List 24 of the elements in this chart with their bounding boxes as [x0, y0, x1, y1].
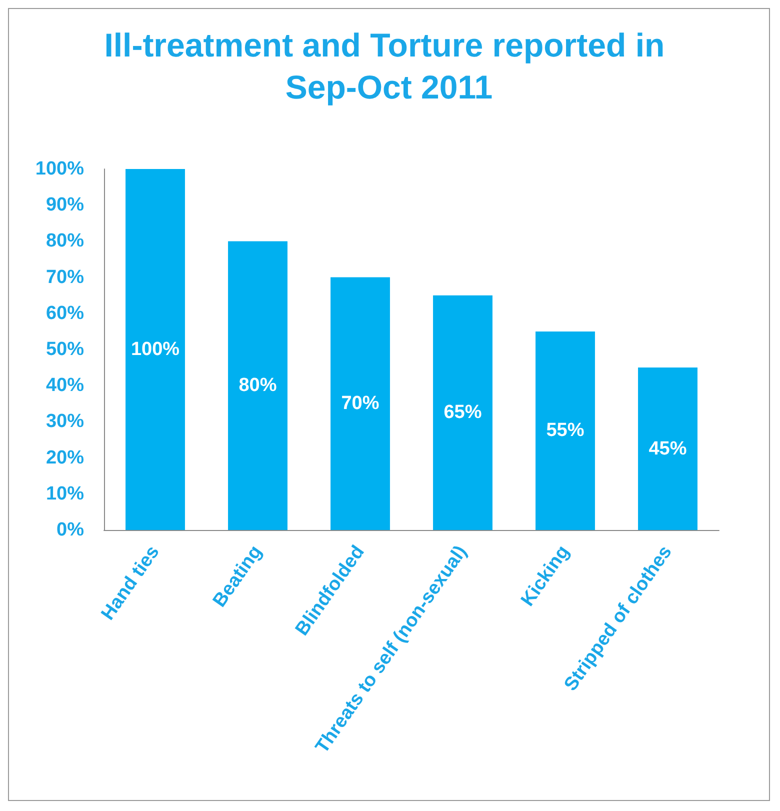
y-tick-label: 40% [46, 375, 84, 396]
y-tick-label: 80% [46, 230, 84, 252]
bar [228, 241, 288, 530]
bar [330, 277, 390, 530]
bar [126, 169, 185, 530]
y-tick-label: 50% [46, 339, 84, 360]
bar [536, 331, 595, 530]
y-tick-label: 20% [46, 447, 84, 468]
data-label: 55% [546, 420, 584, 442]
y-tick-label: 60% [46, 302, 84, 324]
chart-title: Ill-treatment and Torture reported in Sep-Oct 2011 [104, 26, 674, 106]
data-label: 65% [444, 402, 482, 424]
y-tick-label: 10% [46, 483, 84, 504]
data-label: 80% [238, 375, 277, 396]
data-label: 45% [648, 438, 687, 460]
data-label: 100% [130, 339, 180, 360]
y-tick-label: 30% [46, 411, 84, 432]
data-label: 70% [341, 393, 380, 414]
bar [638, 368, 698, 530]
y-tick-label: 0% [56, 520, 84, 540]
bar [433, 295, 492, 530]
y-tick-label: 90% [46, 194, 84, 216]
y-tick-label: 100% [35, 158, 84, 180]
y-tick-label: 70% [46, 266, 84, 288]
